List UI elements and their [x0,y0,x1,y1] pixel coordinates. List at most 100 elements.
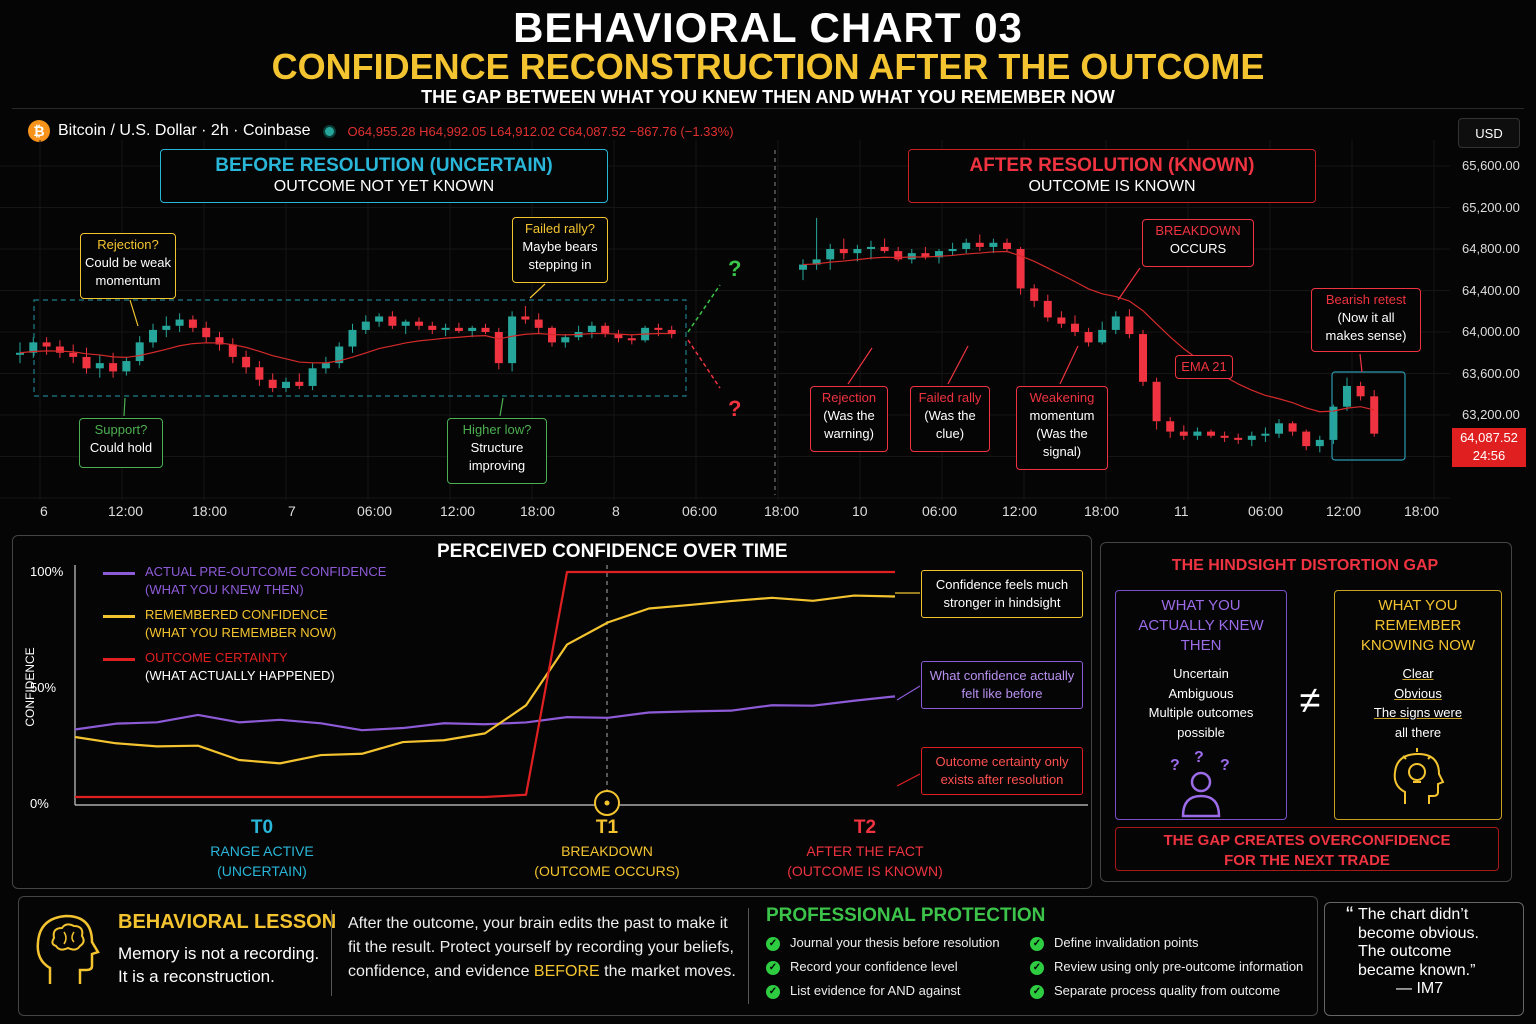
brain-head-icon [36,914,100,984]
candle-body [1030,288,1039,301]
candle-body [1302,431,1311,447]
lesson-body-highlight: BEFORE [533,963,600,980]
protection-list-left: ✓ Journal your thesis before resolution ✓ R… [766,931,1000,1003]
confidence-panel [12,535,1092,889]
annotation-line: warning) [824,426,874,441]
lesson-text-line-2: It is a reconstruction. [118,967,275,986]
remember-now-item: all there [1394,724,1442,740]
annotation-line: BREAKDOWN [1155,223,1241,238]
knew-then-card: WHAT YOU ACTUALLY KNEW THEN Uncertain Ambig… [1115,590,1287,820]
after-candle [1084,327,1093,347]
protection-item: ✓ Define invalidation points [1030,931,1303,955]
before-candle [162,316,171,338]
before-candle [508,311,517,372]
candle-body [948,249,957,252]
after-resolution-box: AFTER RESOLUTION (KNOWN) OUTCOME IS KNOW… [908,149,1316,203]
annotation-line: Weakening [1029,390,1095,405]
after-candle [1302,429,1311,451]
page-tagline: THE GAP BETWEEN WHAT YOU KNEW THEN AND W… [421,87,1115,107]
hindsight-gap-panel [1100,542,1512,882]
quote-line-1: The chart didn’t [1358,906,1469,923]
candle-body [601,325,610,335]
candle-body [975,242,984,247]
after-candle [1193,427,1202,440]
after-candle [1220,431,1229,442]
before-candle [228,338,237,364]
ticker-ohlc: O64,955.28 H64,992.05 L64,912.02 C64,087… [347,123,734,139]
before-candle [375,313,384,327]
callout-remembered: Confidence feels much stronger in hindsi… [921,570,1083,618]
candle-body [839,249,848,254]
lesson-text-line-1: Memory is not a recording. [118,944,320,963]
marker-desc-t2: AFTER THE FACT (OUTCOME IS KNOWN) [787,843,943,879]
before-candle [122,356,131,376]
price-label: 64,400.00 [1462,282,1520,298]
annotation-arrow [529,283,546,299]
candle-body [1370,396,1379,434]
after-candle [812,217,821,270]
after-candle [1166,417,1175,438]
after-candle [975,234,984,252]
annotation-higher-low: Higher low? Structure improving [447,418,547,484]
candle-body [1084,332,1093,343]
candle-body [215,337,224,345]
ticker-symbol[interactable]: Bitcoin / U.S. Dollar · 2h · Coinbase [58,122,311,139]
candle-body [1071,323,1079,332]
candle-body [1179,431,1188,436]
callout-actual: What confidence actually felt like befor… [921,661,1083,709]
after-candle [1261,427,1270,442]
annotation-line: Failed rally [918,390,982,405]
callout-arrow [896,773,921,787]
before-candle [468,325,477,338]
annotation-support: Support? Could hold [79,418,163,468]
candle-body [907,253,916,260]
check-icon: ✓ [1030,984,1044,999]
candle-body [521,316,530,320]
annotation-line: Failed rally? [524,221,596,236]
quote-panel [1324,902,1524,1016]
svg-text:?: ? [1220,757,1230,774]
knew-then-item: Ambiguous [1168,685,1234,701]
time-label: 18:00 [1084,503,1120,519]
candle-body [1139,334,1147,382]
protection-item-text: Separate process quality from outcome [1054,983,1281,998]
quote-author: — IM7 [1396,980,1444,997]
after-subtitle: OUTCOME IS KNOWN [1028,178,1196,195]
before-candle [534,313,543,335]
candle-body [1261,433,1270,436]
annotation-line: Could hold [89,440,153,455]
remember-now-card: WHAT YOU REMEMBER KNOWING NOW Clear Obvious… [1334,590,1502,820]
candle-body [1003,242,1011,249]
up-arrow-icon [687,284,721,333]
lesson-body: After the outcome, your brain edits the … [348,912,738,984]
confidence-line-chart [74,565,1088,816]
after-candle [799,259,807,281]
candle-body [1329,406,1338,440]
quote-line-4: became known.” [1358,961,1476,979]
check-icon: ✓ [1030,960,1044,975]
annotation-line: clue) [935,426,965,441]
before-candle [601,322,610,338]
annotation-line: momentum [1029,408,1095,423]
range-box [33,299,687,397]
after-candle [948,242,957,256]
time-label: 06:00 [922,503,958,519]
gap-footer-line-2: FOR THE NEXT TRADE [1224,852,1390,869]
annotation-arrow [123,397,126,417]
currency-select[interactable]: USD [1458,118,1520,148]
check-icon: ✓ [766,960,780,975]
after-candle [867,240,875,260]
before-candle [69,344,78,364]
after-candle [1043,294,1052,322]
candle-body [481,327,490,332]
time-label: 06:00 [682,503,718,519]
time-label: 11 [1174,503,1189,519]
candle-body [508,316,517,364]
after-candle [880,238,889,254]
annotation-arrow [947,345,969,385]
candle-body [348,329,357,347]
svg-text:?: ? [1194,749,1204,766]
before-candle [202,321,211,343]
down-question-mark: ? [728,396,741,421]
legend-sub: (WHAT YOU REMEMBER NOW) [145,625,337,640]
